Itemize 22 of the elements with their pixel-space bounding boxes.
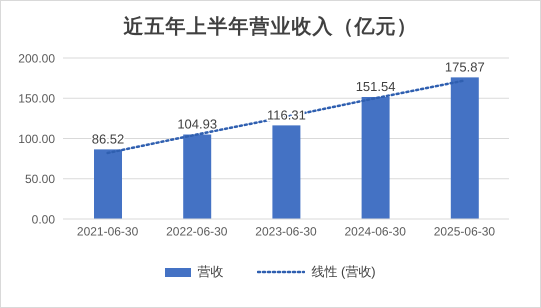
legend-label: 营收 xyxy=(197,263,224,281)
y-tick-label: 100.00 xyxy=(18,132,56,146)
data-label: 104.93 xyxy=(177,116,218,132)
bar xyxy=(362,97,390,219)
y-tick-label: 200.00 xyxy=(18,51,56,66)
y-tick-label: 0.00 xyxy=(32,212,56,226)
x-tick-label: 2022-06-30 xyxy=(166,224,228,239)
x-tick-label: 2023-06-30 xyxy=(255,224,318,239)
bar xyxy=(183,134,212,219)
data-label: 86.52 xyxy=(92,131,124,146)
data-label: 151.54 xyxy=(356,79,396,94)
data-label: 175.87 xyxy=(444,59,485,74)
chart-title: 近五年上半年营业收入（亿元） xyxy=(122,15,418,40)
bar xyxy=(272,125,300,219)
bar xyxy=(94,149,122,219)
bar xyxy=(450,77,479,219)
legend-label: 线性 (营收) xyxy=(311,263,376,281)
x-tick-label: 2024-06-30 xyxy=(344,224,406,239)
y-tick-label: 50.00 xyxy=(24,172,56,186)
y-tick-label: 150.00 xyxy=(18,92,56,106)
x-tick-label: 2025-06-30 xyxy=(434,224,496,239)
x-tick-label: 2021-06-30 xyxy=(76,224,139,239)
